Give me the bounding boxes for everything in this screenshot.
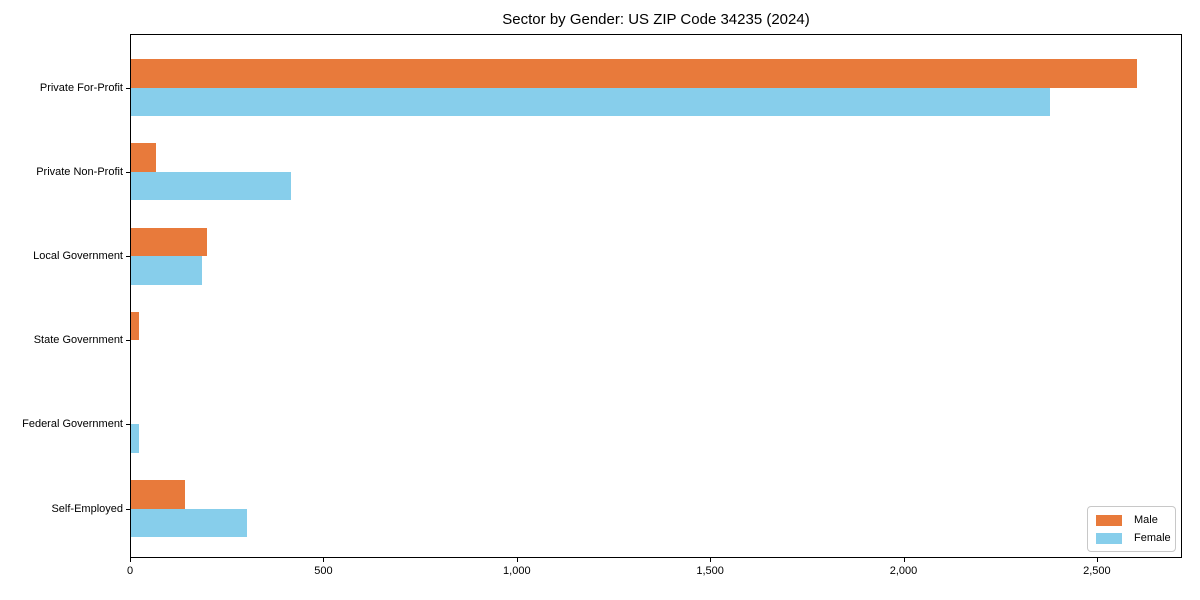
x-tick-4 [903, 557, 905, 562]
y-axis-label-3: State Government [33, 334, 123, 347]
x-tick-2 [516, 557, 518, 562]
legend-swatch-male [1096, 515, 1122, 526]
legend-item-male: Male [1096, 514, 1167, 527]
x-tick-1 [323, 557, 325, 562]
plot-area: Private For-Profit Private Non-Profit Loca… [22, 34, 1182, 577]
x-axis-label-4: 2,000 [889, 565, 918, 577]
y-tick-3 [126, 340, 131, 342]
x-tick-5 [1096, 557, 1098, 562]
y-tick-0 [126, 87, 131, 89]
legend: Male Female [1087, 506, 1176, 552]
y-axis-label-2: Local Government [33, 250, 123, 262]
x-axis-label-3: 1,500 [696, 565, 724, 577]
x-axis-label-0: 0 [126, 565, 134, 577]
bar-female-0 [131, 87, 1050, 117]
x-tick-0 [130, 557, 131, 562]
bar-female-2 [131, 256, 203, 285]
x-axis-label-5: 2,500 [1083, 565, 1111, 577]
x-axis-label-1: 500 [314, 565, 333, 577]
y-tick-4 [126, 424, 131, 426]
y-axis-label-1: Private Non-Profit [36, 165, 123, 178]
legend-label-male: Male [1134, 514, 1158, 526]
y-tick-1 [126, 171, 131, 173]
y-axis-label-4: Federal Government [22, 418, 123, 431]
bar-male-3 [131, 311, 139, 341]
bar-female-1 [131, 171, 291, 201]
x-axis-label-2: 1,000 [503, 565, 531, 577]
bar-male-0 [131, 59, 1137, 88]
chart-title: Sector by Gender: US ZIP Code 34235 (202… [502, 11, 810, 28]
bar-male-1 [131, 143, 157, 172]
y-axis-label-0: Private For-Profit [39, 81, 123, 94]
legend-swatch-female [1096, 533, 1122, 544]
legend-item-female: Female [1096, 532, 1171, 545]
y-tick-2 [126, 256, 131, 257]
bar-female-4 [131, 424, 139, 453]
bar-male-2 [131, 227, 207, 256]
y-tick-5 [126, 508, 131, 510]
bar-female-5 [131, 508, 247, 537]
x-tick-3 [710, 557, 712, 562]
y-axis-label-5: Self-Employed [51, 502, 123, 515]
legend-label-female: Female [1134, 532, 1171, 544]
bar-male-5 [131, 480, 186, 509]
